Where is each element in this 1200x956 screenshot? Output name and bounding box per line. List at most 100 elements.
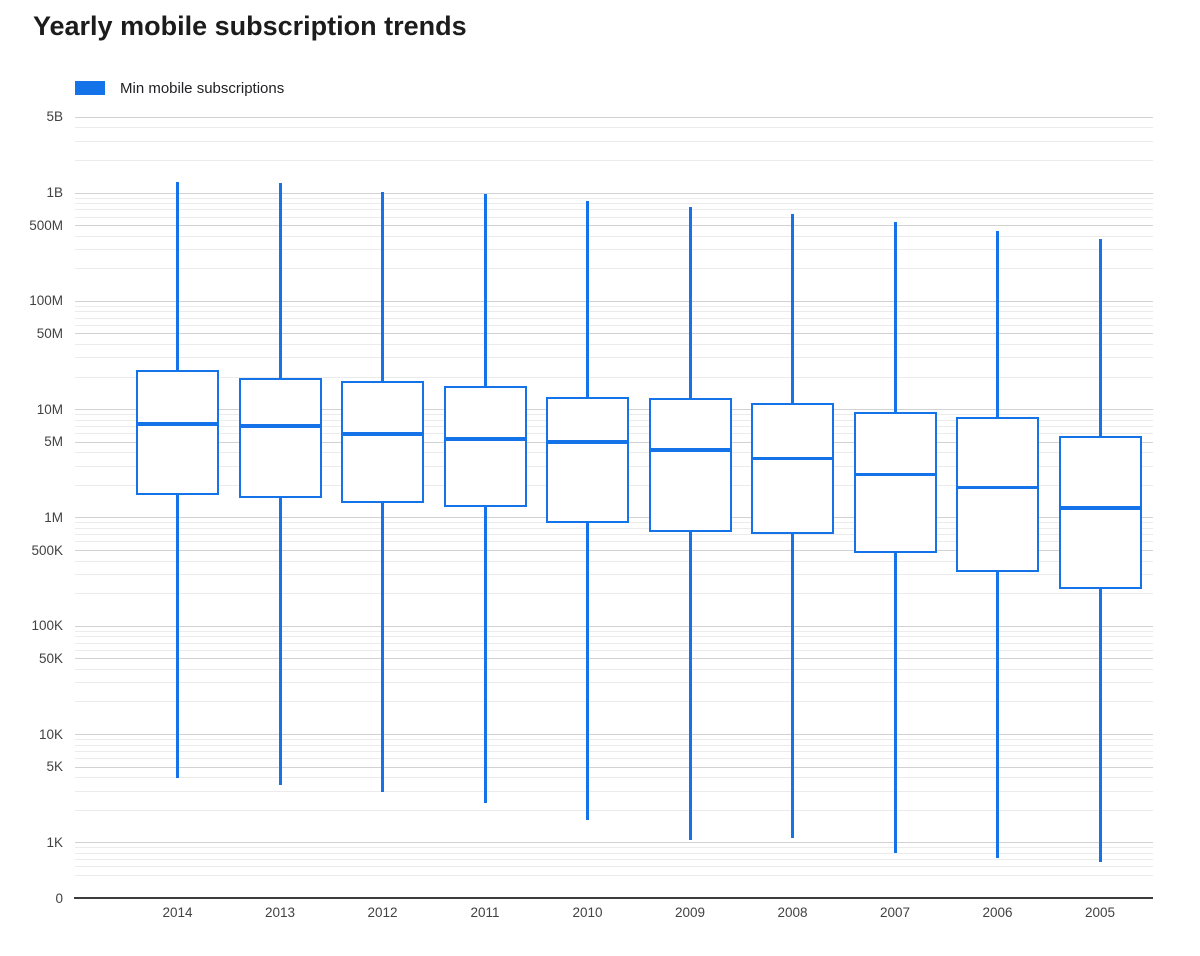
gridline — [75, 790, 1153, 792]
median-2005[interactable] — [1058, 506, 1142, 510]
y-tick-label: 10K — [38, 726, 63, 742]
gridline — [75, 744, 1153, 746]
x-tick-label-2006: 2006 — [982, 905, 1013, 920]
box-2014[interactable] — [136, 369, 219, 495]
median-2011[interactable] — [443, 437, 527, 441]
gridline — [75, 859, 1153, 861]
median-2013[interactable] — [238, 424, 322, 428]
gridline — [75, 809, 1153, 811]
box-2013[interactable] — [238, 377, 322, 498]
y-tick-label: 5K — [46, 759, 63, 775]
gridline — [75, 642, 1153, 644]
gridline — [75, 847, 1153, 849]
gridline — [75, 658, 1153, 660]
box-2007[interactable] — [853, 412, 937, 553]
median-2007[interactable] — [853, 472, 937, 477]
gridline — [75, 701, 1153, 703]
median-2012[interactable] — [341, 432, 424, 436]
gridline — [75, 203, 1153, 204]
gridline — [75, 209, 1153, 211]
y-tick-label: 0 — [55, 890, 63, 906]
gridline — [75, 249, 1153, 251]
x-tick-label-2005: 2005 — [1084, 905, 1116, 920]
gridline — [75, 750, 1153, 752]
gridline — [75, 333, 1153, 335]
x-tick-label-2013: 2013 — [264, 905, 296, 920]
box-2012[interactable] — [341, 380, 424, 503]
y-tick-label: 5B — [46, 109, 63, 125]
box-2005[interactable] — [1058, 436, 1142, 589]
gridline — [75, 159, 1153, 161]
x-tick-label-2007: 2007 — [879, 905, 911, 920]
gridline — [75, 197, 1153, 199]
gridline — [75, 758, 1153, 759]
box-2010[interactable] — [546, 397, 629, 523]
y-tick-label: 100K — [31, 618, 63, 634]
gridline — [75, 357, 1153, 359]
gridline — [75, 636, 1153, 638]
gridline — [75, 766, 1153, 768]
gridline — [75, 560, 1153, 562]
gridline — [75, 866, 1153, 868]
y-tick-label: 10M — [36, 401, 63, 417]
gridline — [75, 216, 1153, 218]
legend-label: Min mobile subscriptions — [120, 79, 285, 97]
gridline — [75, 550, 1153, 551]
median-2009[interactable] — [648, 448, 732, 452]
box-2011[interactable] — [443, 386, 527, 507]
gridline — [75, 127, 1153, 129]
gridline — [75, 649, 1153, 651]
y-tick-label: 1B — [46, 185, 63, 200]
legend-swatch-icon — [75, 81, 105, 95]
gridline — [75, 268, 1153, 270]
x-tick-label-2009: 2009 — [674, 905, 706, 920]
median-2006[interactable] — [956, 485, 1039, 489]
gridline — [75, 376, 1153, 378]
median-2010[interactable] — [546, 440, 629, 444]
median-2014[interactable] — [136, 422, 219, 426]
x-tick-label-2011: 2011 — [470, 905, 500, 920]
box-2009[interactable] — [648, 397, 732, 533]
box-2006[interactable] — [956, 416, 1039, 573]
y-tick-label: 500K — [31, 542, 63, 558]
gridline — [75, 574, 1153, 575]
gridline — [75, 343, 1153, 345]
chart-title: Yearly mobile subscription trends — [33, 11, 467, 41]
y-tick-label: 1M — [44, 509, 63, 525]
x-tick-label-2012: 2012 — [367, 905, 398, 920]
gridline — [75, 739, 1153, 740]
gridline — [75, 311, 1153, 313]
y-tick-label: 5M — [44, 434, 63, 450]
gridline — [75, 192, 1153, 194]
y-tick-label: 50M — [36, 325, 63, 341]
x-tick-label-2008: 2008 — [777, 905, 808, 920]
gridline — [75, 140, 1153, 142]
gridline — [75, 317, 1153, 319]
gridline — [75, 225, 1153, 227]
gridline — [75, 682, 1153, 684]
gridline — [75, 874, 1153, 876]
gridline — [75, 324, 1153, 326]
gridline — [75, 777, 1153, 779]
legend-item-min-mobile-subscriptions[interactable]: Min mobile subscriptions — [75, 79, 285, 97]
gridline — [75, 734, 1153, 735]
y-tick-label: 50K — [38, 650, 63, 666]
gridline — [75, 630, 1153, 632]
gridline — [75, 116, 1153, 118]
gridline — [75, 527, 1153, 529]
gridline — [75, 305, 1153, 307]
gridline — [75, 541, 1153, 543]
gridline — [75, 668, 1153, 670]
gridline — [75, 842, 1153, 844]
x-tick-label-2014: 2014 — [162, 905, 193, 920]
box-2008[interactable] — [751, 402, 834, 535]
median-2008[interactable] — [751, 456, 834, 461]
gridline — [75, 625, 1153, 627]
y-tick-label: 500M — [29, 217, 63, 233]
x-axis-baseline — [74, 897, 1153, 899]
gridline — [75, 534, 1153, 536]
y-tick-label: 1K — [46, 834, 63, 850]
gridline — [75, 593, 1153, 595]
gridline — [75, 300, 1153, 302]
